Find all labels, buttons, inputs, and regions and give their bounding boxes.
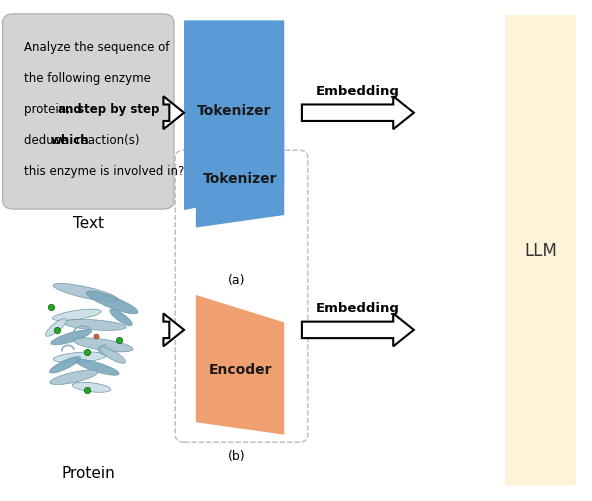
Ellipse shape (86, 292, 138, 314)
Text: step by step: step by step (73, 103, 159, 116)
Ellipse shape (53, 284, 118, 302)
Polygon shape (184, 22, 284, 210)
FancyBboxPatch shape (2, 15, 174, 209)
Ellipse shape (53, 310, 101, 321)
Text: the following enzyme: the following enzyme (24, 72, 150, 85)
Text: which: which (51, 134, 89, 147)
Text: this enzyme is involved in?: this enzyme is involved in? (24, 165, 184, 178)
Ellipse shape (63, 320, 126, 331)
Polygon shape (196, 296, 284, 435)
FancyArrow shape (302, 314, 414, 347)
FancyArrow shape (302, 97, 414, 130)
FancyArrow shape (163, 97, 184, 130)
Ellipse shape (99, 347, 126, 364)
Text: Embedding: Embedding (316, 301, 400, 314)
Text: deduce: deduce (24, 134, 71, 147)
Ellipse shape (72, 383, 111, 392)
Ellipse shape (76, 360, 119, 375)
Ellipse shape (74, 338, 133, 352)
Text: Tokenizer: Tokenizer (197, 104, 271, 118)
Text: Text: Text (73, 215, 104, 230)
Text: Tokenizer: Tokenizer (203, 171, 277, 185)
Text: Embedding: Embedding (316, 85, 400, 98)
Text: Analyze the sequence of: Analyze the sequence of (24, 41, 169, 54)
Ellipse shape (50, 370, 98, 385)
Text: protein,: protein, (24, 103, 73, 116)
FancyArrow shape (163, 314, 184, 347)
Ellipse shape (50, 357, 81, 373)
Ellipse shape (110, 310, 132, 326)
Ellipse shape (51, 330, 91, 345)
Text: (a): (a) (229, 274, 246, 287)
Text: LLM: LLM (524, 241, 557, 260)
Text: (b): (b) (229, 449, 246, 462)
FancyBboxPatch shape (505, 17, 576, 484)
Ellipse shape (46, 319, 67, 337)
Polygon shape (196, 123, 284, 228)
Text: Encoder: Encoder (208, 362, 272, 376)
Text: and: and (58, 103, 83, 116)
Ellipse shape (53, 352, 106, 363)
Text: reaction(s): reaction(s) (72, 134, 140, 147)
Text: Protein: Protein (62, 465, 115, 479)
